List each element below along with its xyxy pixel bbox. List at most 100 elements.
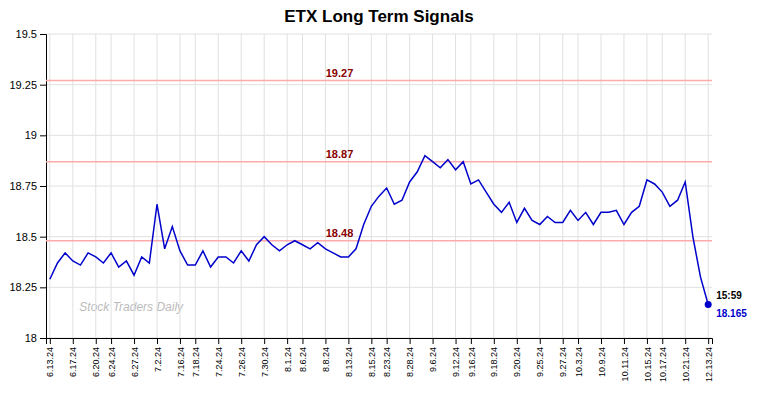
tick-label: 19.25	[9, 79, 37, 91]
grid-line	[46, 84, 712, 85]
grid-line	[646, 34, 647, 338]
tick-mark	[40, 135, 46, 136]
tick-mark	[540, 338, 541, 344]
grid-line	[470, 34, 471, 338]
reference-line	[46, 80, 712, 82]
grid-line	[287, 34, 288, 338]
reference-line	[46, 240, 712, 242]
axis-line	[47, 339, 713, 345]
tick-label: 9.20.24	[512, 347, 522, 377]
tick-mark	[578, 338, 579, 344]
grid-line	[111, 34, 112, 338]
annotation: 15:59	[716, 290, 742, 301]
tick-label: 12.13.24	[704, 347, 714, 382]
grid-line	[46, 34, 712, 35]
grid-line	[72, 34, 73, 338]
grid-line	[134, 34, 135, 338]
tick-mark	[662, 338, 663, 344]
tick: 8.1.24	[283, 338, 293, 372]
grid-line	[348, 34, 349, 338]
tick: 6.20.24	[91, 338, 101, 377]
tick: 8.28.24	[405, 338, 415, 377]
tick-mark	[40, 338, 46, 339]
grid-line	[432, 34, 433, 338]
tick-label: 18	[25, 332, 37, 344]
tick-label: 19.5	[16, 28, 37, 40]
tick-mark	[601, 338, 602, 344]
tick-label: 9.18.24	[489, 347, 499, 377]
tick-mark	[647, 338, 648, 344]
tick-label: 18.75	[9, 180, 37, 192]
tick: 18	[25, 332, 46, 344]
tick-mark	[180, 338, 181, 344]
tick-mark	[348, 338, 349, 344]
tick: 19.5	[16, 28, 46, 40]
tick-mark	[96, 338, 97, 344]
tick-mark	[40, 287, 46, 288]
grid-line	[46, 186, 712, 187]
tick-mark	[563, 338, 564, 344]
tick: 19	[25, 129, 46, 141]
last-point	[705, 301, 712, 308]
tick: 7.26.24	[237, 338, 247, 377]
tick-label: 19	[25, 129, 37, 141]
reference-label: 18.87	[326, 148, 354, 160]
tick: 10.17.24	[658, 338, 668, 382]
grid-line	[601, 34, 602, 338]
tick-label: 8.8.24	[321, 347, 331, 372]
grid-line	[46, 236, 712, 237]
grid-line	[325, 34, 326, 338]
tick-label: 9.6.24	[428, 347, 438, 372]
tick: 6.13.24	[45, 338, 55, 377]
tick: 9.25.24	[535, 338, 545, 377]
tick-label: 6.24.24	[107, 347, 117, 377]
grid-line	[264, 34, 265, 338]
grid-line	[157, 34, 158, 338]
tick: 12.13.24	[704, 338, 714, 382]
tick-mark	[157, 338, 158, 344]
grid-line	[371, 34, 372, 338]
tick-mark	[111, 338, 112, 344]
axis-line	[40, 35, 47, 339]
tick-label: 9.27.24	[558, 347, 568, 377]
tick: 18.75	[9, 180, 46, 192]
title: ETX Long Term Signals	[284, 7, 474, 26]
tick: 8.23.24	[382, 338, 392, 377]
grid-line	[218, 34, 219, 338]
tick: 9.27.24	[558, 338, 568, 377]
grid-line	[516, 34, 517, 338]
tick: 6.17.24	[68, 338, 78, 377]
grid	[46, 34, 712, 338]
tick-label: 7.24.24	[214, 347, 224, 377]
tick: 10.15.24	[643, 338, 653, 382]
labels: 19.2718.8718.4815:5918.165	[326, 67, 747, 319]
tick: 8.6.24	[298, 338, 308, 372]
tick: 10.3.24	[574, 338, 584, 377]
tick-mark	[50, 338, 51, 344]
tick: 18.5	[16, 231, 46, 243]
annotation: 18.165	[716, 308, 747, 319]
tick: 8.8.24	[321, 338, 331, 372]
x-axis: 6.13.246.17.246.20.246.24.246.27.247.2.2…	[45, 338, 713, 382]
tick-mark	[195, 338, 196, 344]
tick-label: 7.16.24	[176, 347, 186, 377]
tick: 9.16.24	[467, 338, 477, 377]
grid-line	[241, 34, 242, 338]
tick-label: 7.30.24	[260, 347, 270, 377]
tick: 9.12.24	[451, 338, 461, 377]
tick-mark	[410, 338, 411, 344]
grid-line	[195, 34, 196, 338]
tick-label: 10.9.24	[597, 347, 607, 377]
tick: 8.15.24	[367, 338, 377, 377]
marks	[46, 81, 712, 308]
watermark: Stock Traders Daily	[79, 300, 184, 314]
tick-mark	[387, 338, 388, 344]
tick: 6.27.24	[130, 338, 140, 377]
tick-label: 10.21.24	[681, 347, 691, 382]
tick-label: 9.12.24	[451, 347, 461, 377]
grid-line	[662, 34, 663, 338]
grid-line	[49, 34, 50, 338]
tick-mark	[40, 85, 46, 86]
tick: 7.30.24	[260, 338, 270, 377]
tick: 7.18.24	[191, 338, 201, 377]
